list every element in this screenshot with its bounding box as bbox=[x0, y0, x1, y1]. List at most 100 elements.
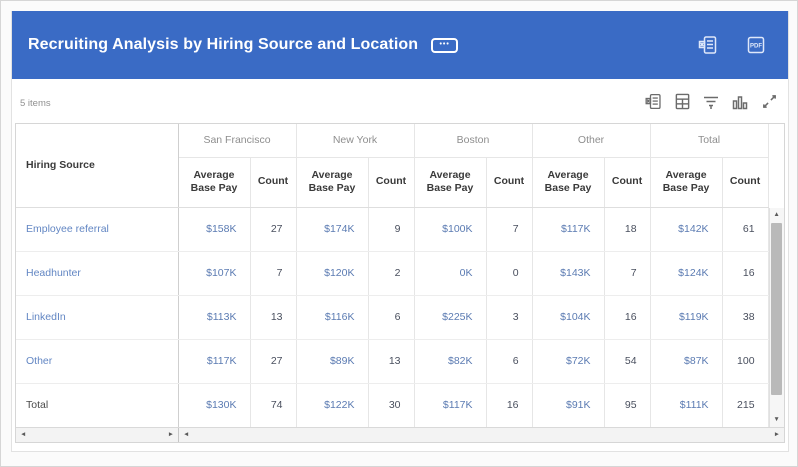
export-excel-grid-button[interactable] bbox=[642, 93, 664, 113]
group-header-total: Total bbox=[650, 124, 769, 158]
column-header-count: Count bbox=[250, 157, 297, 208]
pdf-icon: PDF bbox=[745, 34, 767, 56]
page-title: Recruiting Analysis by Hiring Source and… bbox=[28, 36, 419, 53]
cell-avg-base-pay[interactable]: $124K bbox=[650, 251, 723, 296]
data-grid: Hiring Source San Francisco New York Bos… bbox=[15, 123, 785, 443]
related-actions-button[interactable]: ••• bbox=[431, 37, 459, 53]
cell-avg-base-pay[interactable]: $158K bbox=[178, 207, 251, 252]
cell-avg-base-pay[interactable]: $72K bbox=[532, 339, 605, 384]
group-header-other: Other bbox=[532, 124, 651, 158]
column-header-avg-base-pay: Average Base Pay bbox=[532, 157, 605, 208]
export-pdf-button[interactable]: PDF bbox=[744, 33, 768, 57]
cell-count: 13 bbox=[368, 339, 415, 384]
chart-view-button[interactable] bbox=[729, 93, 751, 113]
cell-count: 18 bbox=[604, 207, 651, 252]
cell-avg-base-pay[interactable]: $104K bbox=[532, 295, 605, 340]
cell-avg-base-pay[interactable]: $117K bbox=[414, 383, 487, 427]
horizontal-scrollbar-frozen[interactable]: ◄ ► bbox=[16, 428, 179, 442]
cell-avg-base-pay[interactable]: $87K bbox=[650, 339, 723, 384]
cell-avg-base-pay[interactable]: 0K bbox=[414, 251, 487, 296]
table-row-other: Other $117K 27 $89K 13 $82K 6 $72K 54 $8… bbox=[16, 339, 769, 384]
grid-view-button[interactable] bbox=[671, 93, 693, 113]
scroll-up-arrow[interactable]: ▲ bbox=[770, 208, 784, 222]
cell-count: 7 bbox=[486, 207, 533, 252]
cell-avg-base-pay[interactable]: $174K bbox=[296, 207, 369, 252]
scroll-down-arrow[interactable]: ▼ bbox=[770, 413, 784, 427]
row-label-total: Total bbox=[16, 383, 179, 427]
cell-count: 6 bbox=[486, 339, 533, 384]
cell-avg-base-pay[interactable]: $225K bbox=[414, 295, 487, 340]
cell-count: 27 bbox=[250, 339, 297, 384]
row-label-linkedin[interactable]: LinkedIn bbox=[16, 295, 179, 340]
cell-count: 2 bbox=[368, 251, 415, 296]
cell-count: 30 bbox=[368, 383, 415, 427]
grid-icon bbox=[674, 92, 691, 114]
table-row-employee-referral: Employee referral $158K 27 $174K 9 $100K… bbox=[16, 207, 769, 252]
row-label-headhunter[interactable]: Headhunter bbox=[16, 251, 179, 296]
cell-avg-base-pay[interactable]: $143K bbox=[532, 251, 605, 296]
cell-avg-base-pay[interactable]: $117K bbox=[532, 207, 605, 252]
cell-avg-base-pay[interactable]: $111K bbox=[650, 383, 723, 427]
svg-text:PDF: PDF bbox=[750, 44, 762, 50]
cell-avg-base-pay[interactable]: $119K bbox=[650, 295, 723, 340]
cell-avg-base-pay[interactable]: $116K bbox=[296, 295, 369, 340]
filter-button[interactable] bbox=[700, 93, 722, 113]
column-header-avg-base-pay: Average Base Pay bbox=[178, 157, 251, 208]
cell-avg-base-pay[interactable]: $107K bbox=[178, 251, 251, 296]
cell-avg-base-pay[interactable]: $122K bbox=[296, 383, 369, 427]
cell-avg-base-pay[interactable]: $142K bbox=[650, 207, 723, 252]
vertical-scrollbar-thumb[interactable] bbox=[771, 223, 783, 395]
column-header-avg-base-pay: Average Base Pay bbox=[296, 157, 369, 208]
cell-count: 27 bbox=[250, 207, 297, 252]
horizontal-scrollbar-main[interactable]: ◄ ► bbox=[179, 428, 784, 442]
column-header-count: Count bbox=[604, 157, 651, 208]
table-row-total: Total $130K 74 $122K 30 $117K 16 $91K 95… bbox=[16, 383, 769, 427]
scroll-left-arrow[interactable]: ◄ bbox=[20, 428, 26, 442]
column-header-count: Count bbox=[722, 157, 769, 208]
cell-count: 3 bbox=[486, 295, 533, 340]
cell-avg-base-pay[interactable]: $113K bbox=[178, 295, 251, 340]
cell-count: 215 bbox=[722, 383, 769, 427]
cell-avg-base-pay[interactable]: $117K bbox=[178, 339, 251, 384]
row-label-employee-referral[interactable]: Employee referral bbox=[16, 207, 179, 252]
cell-count: 7 bbox=[250, 251, 297, 296]
scroll-right-arrow[interactable]: ► bbox=[774, 428, 780, 442]
cell-count: 7 bbox=[604, 251, 651, 296]
grid-toolbar: 5 items bbox=[12, 79, 788, 121]
cell-avg-base-pay[interactable]: $120K bbox=[296, 251, 369, 296]
export-excel-button[interactable] bbox=[696, 33, 720, 57]
group-header-new-york: New York bbox=[296, 124, 415, 158]
column-header-avg-base-pay: Average Base Pay bbox=[414, 157, 487, 208]
cell-count: 38 bbox=[722, 295, 769, 340]
expand-icon bbox=[761, 93, 778, 113]
cell-avg-base-pay[interactable]: $130K bbox=[178, 383, 251, 427]
cell-count: 54 bbox=[604, 339, 651, 384]
scroll-right-arrow[interactable]: ► bbox=[168, 428, 174, 442]
report-table: Hiring Source San Francisco New York Bos… bbox=[16, 124, 769, 427]
ellipsis-icon: ••• bbox=[439, 41, 450, 48]
cell-avg-base-pay[interactable]: $91K bbox=[532, 383, 605, 427]
expand-button[interactable] bbox=[758, 93, 780, 113]
cell-count: 6 bbox=[368, 295, 415, 340]
cell-avg-base-pay[interactable]: $82K bbox=[414, 339, 487, 384]
cell-count: 74 bbox=[250, 383, 297, 427]
cell-count: 13 bbox=[250, 295, 297, 340]
cell-count: 16 bbox=[722, 251, 769, 296]
cell-count: 16 bbox=[604, 295, 651, 340]
table-row-linkedin: LinkedIn $113K 13 $116K 6 $225K 3 $104K … bbox=[16, 295, 769, 340]
column-header-count: Count bbox=[368, 157, 415, 208]
scroll-left-arrow[interactable]: ◄ bbox=[183, 428, 189, 442]
horizontal-scrollbar[interactable]: ◄ ► ◄ ► bbox=[16, 427, 784, 442]
export-excel-icon bbox=[697, 34, 719, 56]
report-card: Recruiting Analysis by Hiring Source and… bbox=[11, 11, 789, 452]
bar-chart-icon bbox=[731, 93, 749, 114]
cell-count: 95 bbox=[604, 383, 651, 427]
cell-avg-base-pay[interactable]: $89K bbox=[296, 339, 369, 384]
cell-count: 61 bbox=[722, 207, 769, 252]
row-label-other[interactable]: Other bbox=[16, 339, 179, 384]
filter-icon bbox=[702, 93, 720, 114]
cell-avg-base-pay[interactable]: $100K bbox=[414, 207, 487, 252]
vertical-scrollbar[interactable]: ▲ ▼ bbox=[768, 208, 784, 427]
export-excel-icon bbox=[644, 92, 663, 114]
